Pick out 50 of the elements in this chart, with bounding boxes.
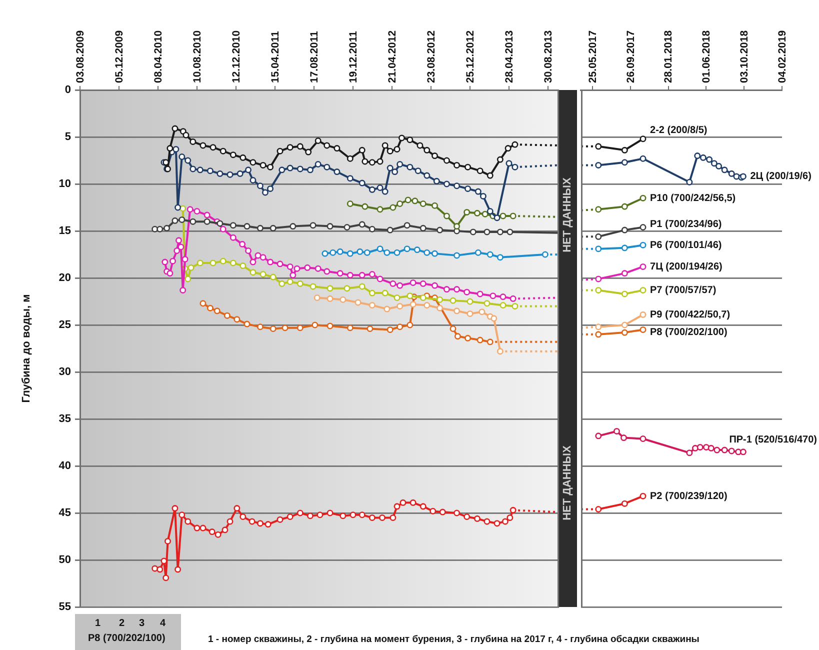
series-label: Р2 (700/239/120) xyxy=(650,490,728,502)
axis-break-strip: НЕТ ДАННЫХ НЕТ ДАННЫХ xyxy=(559,90,577,607)
series-label: 2Ц (200/19/6) xyxy=(750,171,812,182)
x-tick-label: 19.12.2011 xyxy=(347,30,360,83)
x-tick-label: 25.12.2012 xyxy=(464,30,476,83)
text: 3 xyxy=(139,618,145,629)
x-tick-label: 21.04.2012 xyxy=(386,30,398,83)
series-label: 7Ц (200/194/26) xyxy=(650,261,722,272)
x-tick-label: 28.01.2018 xyxy=(662,30,675,83)
x-tick-label: 26.09.2017 xyxy=(624,30,637,83)
x-tick-label: 28.04.2013 xyxy=(503,30,516,83)
text: 1 xyxy=(95,618,101,629)
y-tick-label: 25 xyxy=(58,319,71,332)
x-tick-label: 10.08.2010 xyxy=(191,30,204,83)
y-tick-label: 30 xyxy=(58,366,71,378)
y-tick-label: 0 xyxy=(64,84,71,96)
x-tick-label: 30.08.2013 xyxy=(542,30,554,83)
y-axis-title: Глубина до воды, м xyxy=(20,294,33,403)
x-tick-label: 05.12.2009 xyxy=(113,30,126,83)
y-tick-label: 35 xyxy=(58,413,71,426)
series-label: Р8 (700/202/100) xyxy=(650,326,728,338)
x-tick-label: 03.10.2018 xyxy=(738,30,750,83)
y-tick-label: 45 xyxy=(58,507,71,520)
x-tick-label: 01.06.2018 xyxy=(700,30,713,83)
text: 1 - номер скважины, 2 - глубина на момент бурения, 3 - глубина на 2017 г, 4 - глубина обсадки скважины xyxy=(208,634,700,645)
text: 2 xyxy=(119,618,125,629)
x-tick-label: 08.04.2010 xyxy=(152,30,164,83)
series-label: ПР-1 (520/516/470) xyxy=(729,434,818,446)
x-tick-label: 03.08.2009 xyxy=(74,30,86,83)
y-tick-label: 5 xyxy=(64,131,71,144)
y-tick-label: 20 xyxy=(58,272,71,284)
x-tick-label: 15.04.2011 xyxy=(269,30,282,83)
series-label: Р9 (700/422/50,7) xyxy=(650,309,730,320)
text: 4 xyxy=(160,618,166,629)
y-tick-label: 55 xyxy=(58,601,71,614)
series-label: 2-2 (200/8/5) xyxy=(650,124,708,136)
y-tick-label: 10 xyxy=(58,178,71,190)
series-label: Р10 (700/242/56,5) xyxy=(650,192,736,204)
x-tick-label: 12.12.2010 xyxy=(230,30,242,83)
series-label: Р6 (700/101/46) xyxy=(650,240,722,251)
y-tick-label: 15 xyxy=(58,225,71,238)
x-tick-label: 23.08.2012 xyxy=(425,30,438,83)
text: Р8 (700/202/100) xyxy=(88,633,166,644)
x-tick-label: 25.05.2017 xyxy=(586,30,599,83)
series-label: Р1 (700/234/96) xyxy=(650,218,722,230)
y-tick-label: 40 xyxy=(58,460,71,472)
series-label: Р7 (700/57/57) xyxy=(650,284,716,296)
x-tick-label: 17.08.2011 xyxy=(308,30,320,83)
y-tick-label: 50 xyxy=(58,554,71,566)
x-tick-label: 04.02.2019 xyxy=(776,30,788,83)
